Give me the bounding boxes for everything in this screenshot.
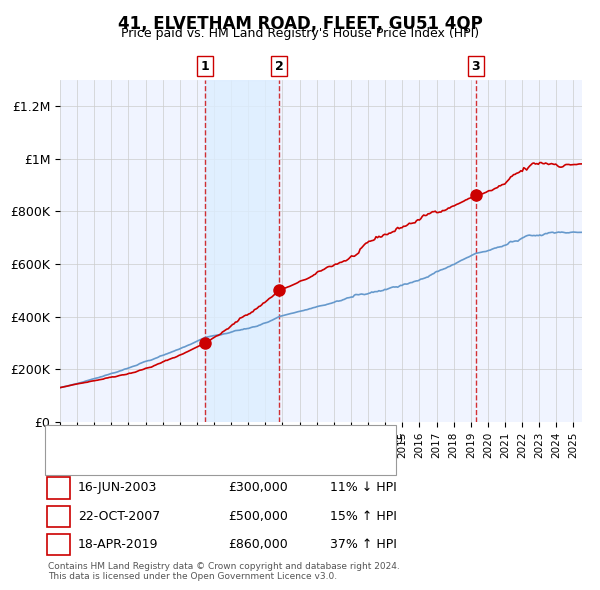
- Text: 15% ↑ HPI: 15% ↑ HPI: [330, 510, 397, 523]
- Text: 37% ↑ HPI: 37% ↑ HPI: [330, 538, 397, 551]
- Text: Contains HM Land Registry data © Crown copyright and database right 2024.
This d: Contains HM Land Registry data © Crown c…: [48, 562, 400, 581]
- Text: ———: ———: [57, 432, 95, 445]
- Text: 1: 1: [55, 481, 63, 494]
- Text: Price paid vs. HM Land Registry's House Price Index (HPI): Price paid vs. HM Land Registry's House …: [121, 27, 479, 40]
- Text: ———: ———: [57, 454, 95, 467]
- Text: 41, ELVETHAM ROAD, FLEET, GU51 4QP (detached house): 41, ELVETHAM ROAD, FLEET, GU51 4QP (deta…: [81, 434, 403, 443]
- Text: 1: 1: [200, 60, 209, 73]
- Text: £300,000: £300,000: [228, 481, 288, 494]
- Text: 22-OCT-2007: 22-OCT-2007: [78, 510, 160, 523]
- Text: 18-APR-2019: 18-APR-2019: [78, 538, 158, 551]
- Text: 41, ELVETHAM ROAD, FLEET, GU51 4QP: 41, ELVETHAM ROAD, FLEET, GU51 4QP: [118, 15, 482, 33]
- Text: £860,000: £860,000: [228, 538, 288, 551]
- Text: 16-JUN-2003: 16-JUN-2003: [78, 481, 157, 494]
- Text: 2: 2: [275, 60, 284, 73]
- Bar: [205, 80, 279, 422]
- Text: 2: 2: [55, 510, 63, 523]
- Text: 3: 3: [55, 538, 63, 551]
- Text: 11% ↓ HPI: 11% ↓ HPI: [330, 481, 397, 494]
- Text: 3: 3: [472, 60, 480, 73]
- Text: HPI: Average price, detached house, Hart: HPI: Average price, detached house, Hart: [81, 455, 311, 465]
- Text: £500,000: £500,000: [228, 510, 288, 523]
